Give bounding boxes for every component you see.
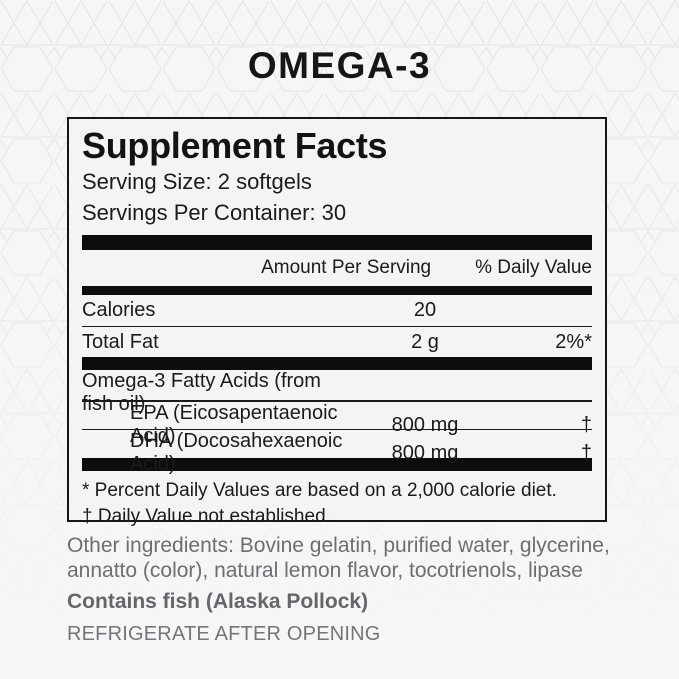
row-daily-value: †	[580, 441, 592, 464]
divider-bar-thick-bottom	[82, 458, 592, 471]
storage-instruction: REFRIGERATE AFTER OPENING	[67, 623, 381, 645]
row-amount: 2 g	[411, 330, 439, 353]
table-row-epa: EPA (Eicosapentaenoic Acid) 800 mg †	[82, 400, 592, 447]
daily-value-header: % Daily Value	[475, 257, 592, 278]
label-content: OMEGA-3 Supplement Facts Serving Size: 2…	[67, 45, 615, 646]
divider-bar-thick-middle	[82, 357, 592, 370]
below-panel-text: Other ingredients: Bovine gelatin, purif…	[67, 533, 615, 646]
serving-size: Serving Size: 2 softgels	[82, 169, 312, 194]
servings-per-container: Servings Per Container: 30	[82, 200, 347, 225]
footnote-dagger: † Daily Value not established.	[82, 506, 331, 527]
supplement-facts-heading: Supplement Facts	[82, 125, 388, 166]
table-row-calories: Calories 20	[82, 295, 592, 326]
row-amount: 800 mg	[391, 441, 459, 464]
row-amount: 20	[413, 299, 437, 321]
row-name: DHA (Docosahexaenoic Acid)	[130, 430, 343, 475]
divider-bar-thick-top	[82, 235, 592, 250]
row-daily-value: †	[580, 413, 592, 436]
row-daily-value: 2%*	[555, 330, 592, 353]
allergen-statement: Contains fish (Alaska Pollock)	[67, 590, 369, 613]
footnote-daily-values: * Percent Daily Values are based on a 2,…	[82, 480, 557, 501]
amount-per-serving-header: Amount Per Serving	[261, 257, 432, 278]
column-headers: Amount Per Serving % Daily Value	[82, 250, 592, 286]
divider-bar-medium	[82, 286, 592, 295]
row-amount: 800 mg	[391, 413, 459, 436]
product-title: OMEGA-3	[247, 45, 432, 86]
table-row-total-fat: Total Fat 2 g 2%*	[82, 326, 592, 357]
supplement-facts-panel: Supplement Facts Serving Size: 2 softgel…	[67, 117, 607, 527]
row-name: Calories	[82, 299, 156, 321]
row-name: Omega-3 Fatty Acids (from fish oil)	[82, 370, 321, 415]
table-row-omega3-group: Omega-3 Fatty Acids (from fish oil)	[82, 370, 592, 415]
row-name: Total Fat	[82, 330, 159, 353]
row-name: EPA (Eicosapentaenoic Acid)	[130, 402, 338, 447]
table-row-dha: DHA (Docosahexaenoic Acid) 800 mg †	[82, 429, 592, 475]
other-ingredients-text: Other ingredients: Bovine gelatin, purif…	[67, 534, 610, 582]
